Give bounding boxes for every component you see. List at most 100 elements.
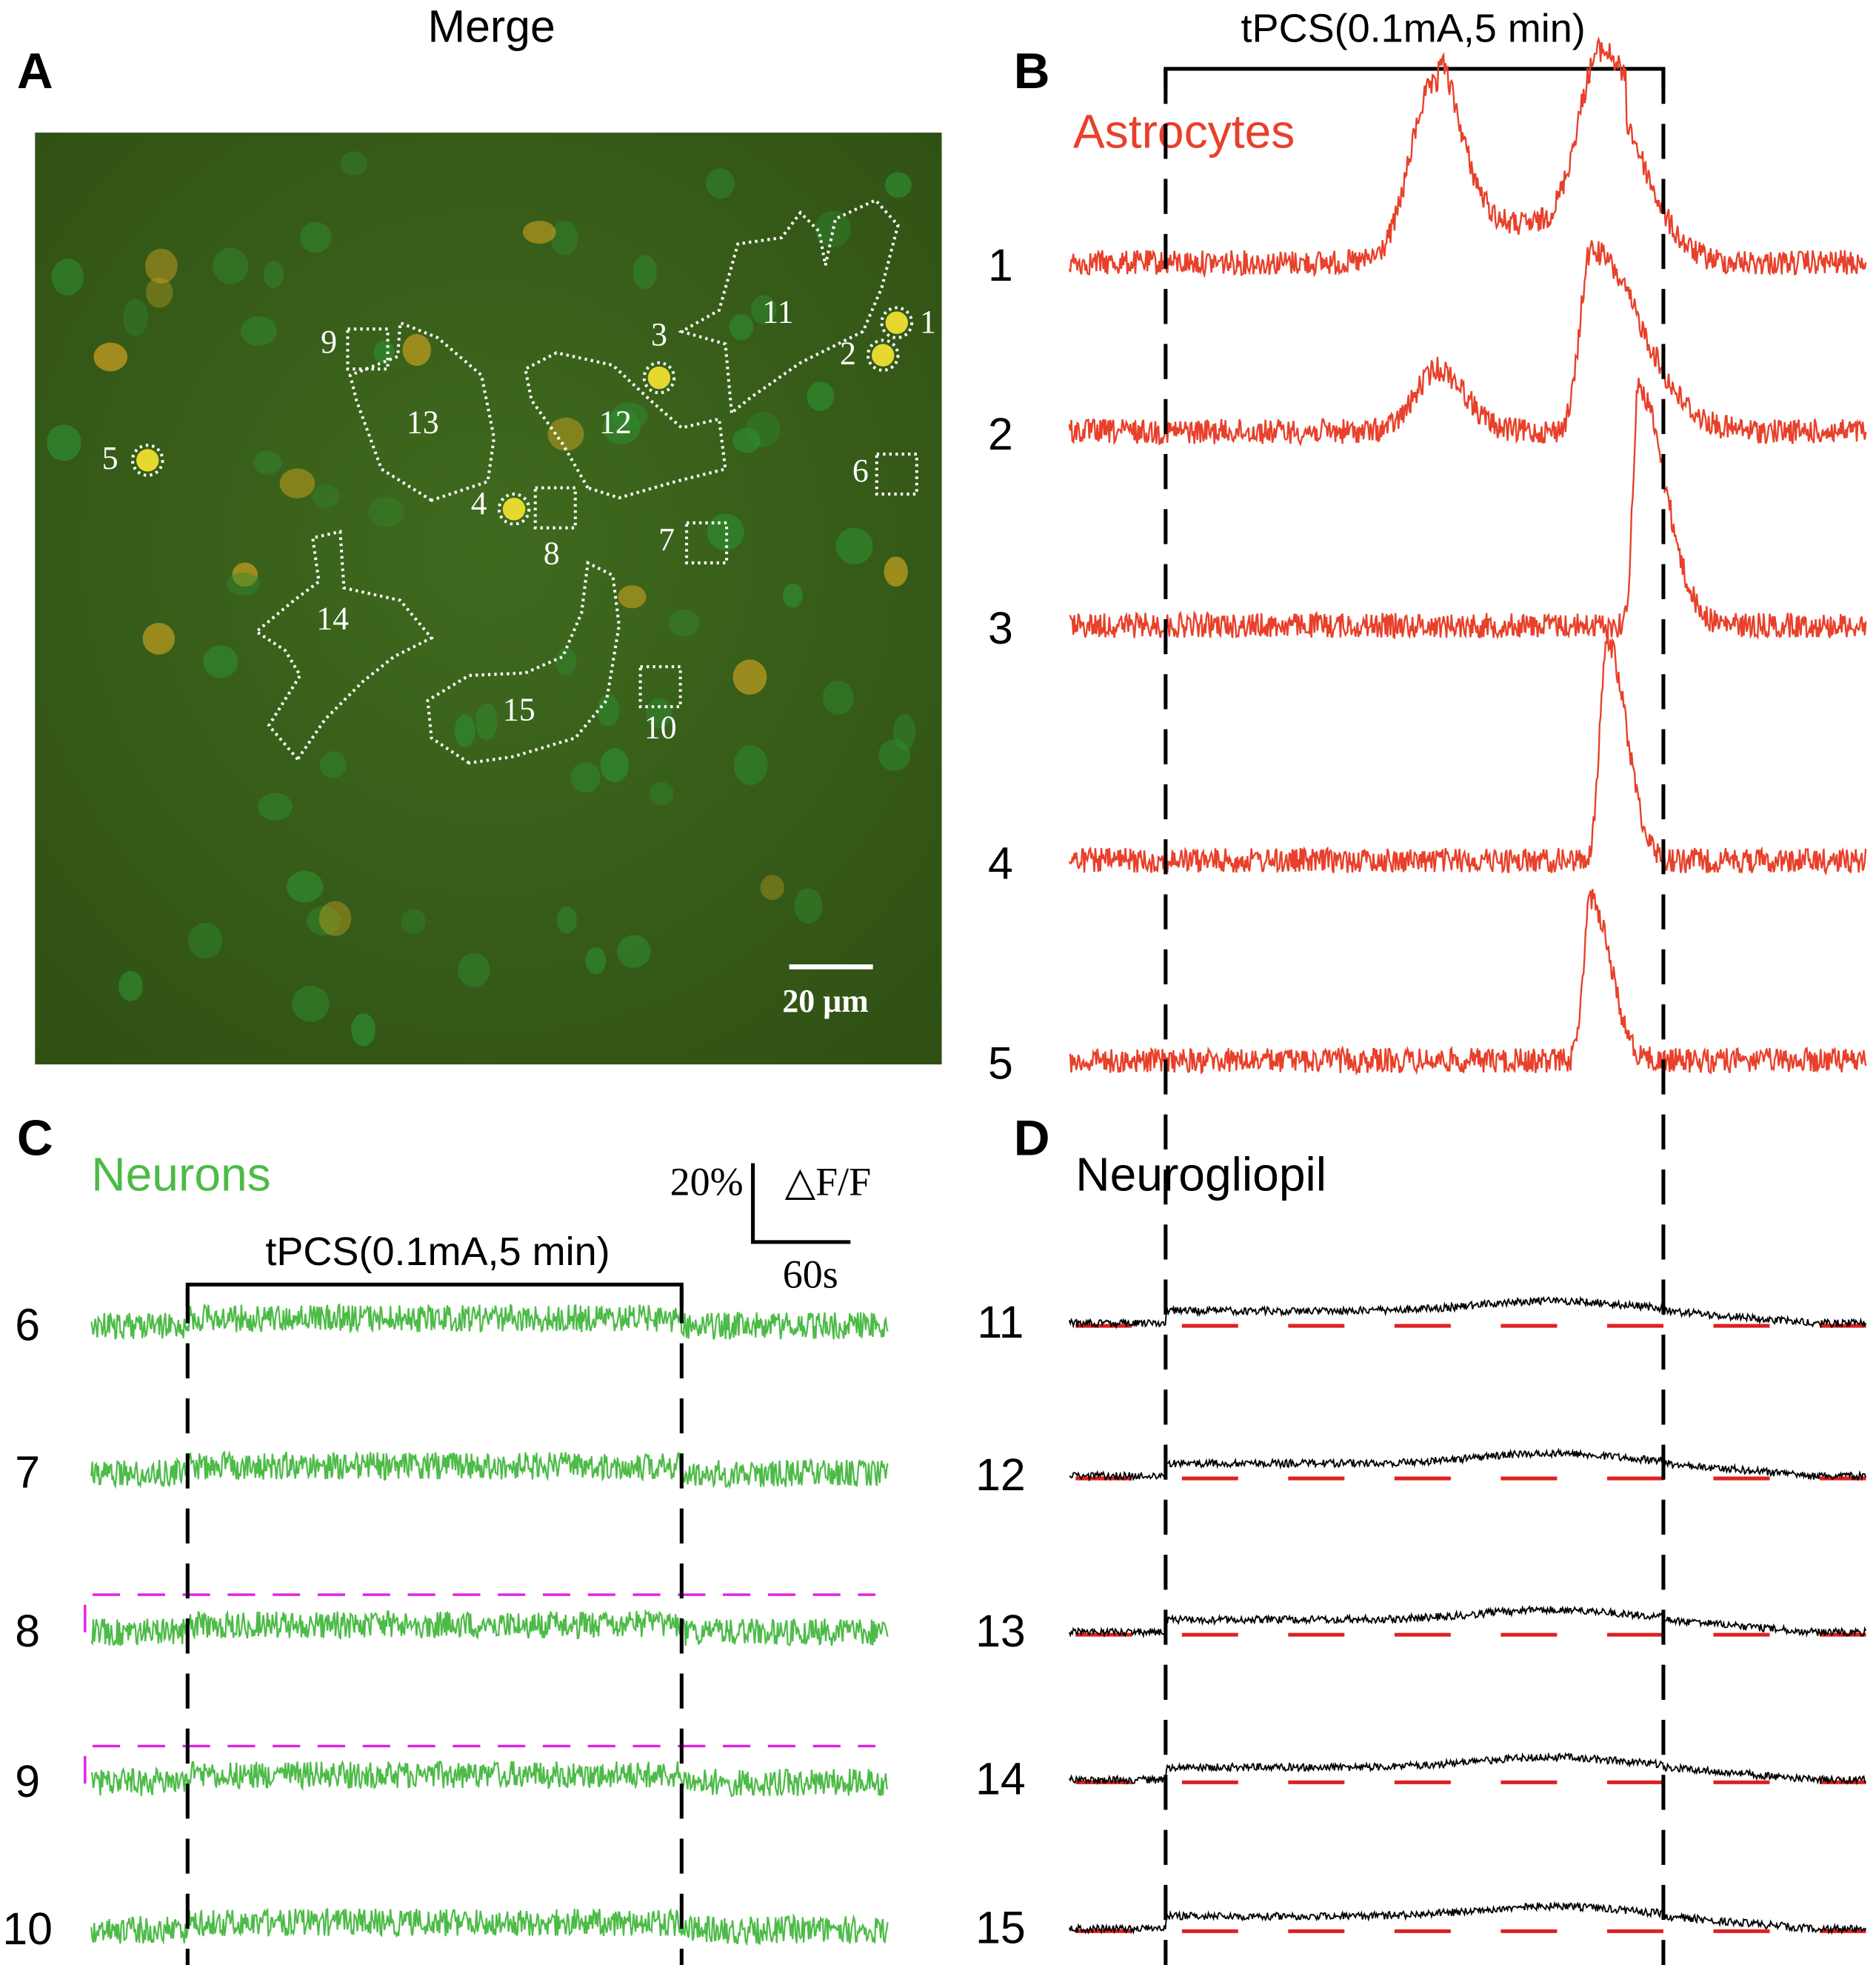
cell: [600, 748, 630, 783]
cell: [610, 402, 648, 429]
cell: [253, 450, 282, 475]
roi-label: 8: [544, 536, 560, 572]
cell: [286, 870, 324, 903]
scale-bar-label: 20 μm: [782, 984, 868, 1019]
cell: [617, 935, 651, 968]
panel-label: D: [1014, 1111, 1050, 1167]
cell: [454, 714, 475, 747]
trace: [1068, 1901, 1867, 1935]
cell: [226, 573, 261, 595]
trace: [90, 1449, 889, 1489]
trace-label: 14: [975, 1753, 1026, 1804]
cell: [750, 295, 777, 324]
stimulus-bracket: [185, 1282, 684, 1307]
cell: [401, 908, 426, 934]
cell: [707, 513, 744, 551]
cell: [760, 875, 784, 901]
cell: [142, 623, 176, 655]
roi-label: 2: [840, 336, 856, 371]
trace-label: 9: [15, 1756, 40, 1806]
scale-bar: [751, 1163, 851, 1244]
trace: [90, 1303, 889, 1341]
astrocyte: [872, 344, 895, 367]
stimulus-label: tPCS(0.1mA,5 min): [1241, 7, 1586, 51]
cell: [475, 703, 498, 741]
roi-label: 3: [651, 317, 667, 353]
cell: [551, 221, 578, 256]
cell: [570, 762, 601, 793]
trace-label: 5: [988, 1038, 1013, 1089]
cell: [649, 781, 674, 806]
roi-circle: [866, 338, 900, 372]
cell: [585, 947, 607, 975]
panel-label: A: [17, 44, 53, 99]
cell: [884, 556, 908, 587]
roi-label: 7: [658, 522, 675, 558]
roi-label: 1: [920, 304, 936, 340]
cell: [351, 1013, 376, 1047]
cell: [292, 985, 330, 1022]
stimulus-label: tPCS(0.1mA,5 min): [265, 1230, 610, 1274]
trace-label: 2: [988, 409, 1013, 459]
trace: [1068, 240, 1867, 447]
trace: [90, 1907, 889, 1946]
cell: [300, 221, 332, 253]
scale-bar-label: 60s: [783, 1252, 838, 1296]
roi-square: [875, 453, 918, 496]
trace-label: 4: [988, 838, 1013, 888]
cell: [822, 681, 855, 715]
astrocyte: [647, 366, 671, 390]
cell: [522, 221, 556, 244]
trace: [1068, 36, 1867, 279]
cell: [232, 562, 258, 587]
trace-label: 12: [975, 1449, 1026, 1500]
cell: [782, 583, 803, 608]
panel-label: B: [1014, 44, 1050, 99]
roi-circle: [880, 306, 914, 340]
cell: [319, 751, 347, 778]
trace-label: 15: [975, 1902, 1026, 1952]
cell: [632, 255, 657, 290]
cell: [402, 333, 431, 367]
cell: [835, 527, 873, 564]
cell: [814, 210, 852, 247]
roi-square: [685, 521, 729, 564]
roi-circle: [642, 361, 676, 395]
panel-title: Neurogliopil: [1075, 1148, 1326, 1201]
cell: [618, 585, 647, 609]
trace: [1068, 1752, 1866, 1786]
cell: [123, 298, 148, 336]
cell: [555, 647, 577, 675]
roi-circle: [130, 444, 164, 477]
cell: [144, 248, 178, 284]
trace: [1068, 630, 1867, 876]
scale-bar-label: 20%: [670, 1159, 744, 1204]
cell: [318, 901, 352, 936]
trace-label: 6: [15, 1299, 40, 1350]
trace-label: 10: [2, 1904, 53, 1954]
roi-label: 6: [852, 453, 869, 489]
astrocyte: [502, 498, 526, 521]
cell: [373, 340, 395, 364]
trace: [90, 1609, 889, 1647]
cell: [118, 970, 143, 1001]
cell: [312, 484, 340, 508]
astrocyte: [136, 449, 159, 472]
cell: [706, 168, 735, 199]
cell: [213, 247, 249, 284]
cell: [187, 923, 223, 958]
cell: [668, 609, 701, 637]
cell: [893, 713, 916, 750]
cell: [458, 953, 490, 987]
roi-label: 13: [407, 404, 439, 440]
trace: [1068, 1604, 1867, 1639]
trace: [90, 1759, 889, 1798]
trace-label: 3: [988, 603, 1013, 653]
roi-square: [533, 486, 577, 530]
trace: [1068, 1295, 1867, 1330]
roi-label: 12: [599, 404, 632, 440]
baseline-marker: [84, 1593, 876, 1632]
